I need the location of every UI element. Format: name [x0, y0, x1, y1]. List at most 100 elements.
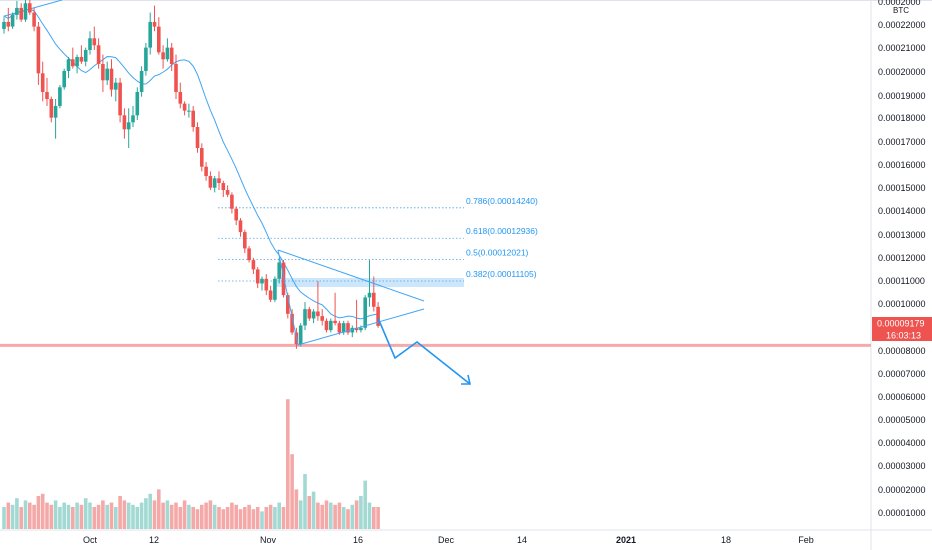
candle-body: [58, 87, 62, 106]
volume-bar: [268, 504, 273, 529]
candle-body: [221, 183, 226, 191]
projection-path[interactable]: [377, 317, 471, 385]
candle-body: [161, 52, 165, 60]
projection-arrow-line: [377, 317, 471, 385]
volume-bar: [367, 502, 372, 529]
volume-bar: [71, 507, 75, 529]
volume-bar: [277, 502, 281, 529]
time-tick-label: Feb: [798, 535, 814, 545]
candle-body: [148, 21, 152, 48]
volume-bar: [152, 500, 157, 529]
candle-body: [286, 295, 290, 314]
volume-bar: [311, 491, 316, 529]
last-price-badge: 0.00009179 16:03:13: [872, 317, 932, 341]
candle-body: [307, 309, 312, 319]
candle-body: [204, 166, 208, 177]
price-tick-label: 0.00001000: [878, 508, 926, 518]
candle-body: [354, 327, 359, 331]
volume-bar: [131, 504, 135, 529]
volume-bar: [75, 502, 79, 529]
volume-bar: [221, 509, 226, 529]
volume-bar: [169, 504, 174, 529]
moving-average: [2, 0, 379, 320]
candle-body: [157, 26, 161, 53]
volume-bar: [234, 504, 238, 529]
volume-bar: [238, 509, 243, 529]
volume-bar: [243, 507, 247, 529]
volume-bar: [19, 507, 23, 529]
candle-body: [277, 262, 281, 279]
price-tick-label: 0.00021000: [878, 43, 926, 53]
volume-bar: [2, 507, 6, 529]
price-tick-label: 0.00007000: [878, 369, 926, 379]
triangle-pattern[interactable]: [277, 249, 425, 346]
volume-bar: [157, 489, 161, 529]
volume-bar: [260, 511, 264, 529]
candle-body: [208, 176, 213, 188]
volume-bar: [122, 500, 127, 529]
price-tick-label: 0.00019000: [878, 91, 926, 101]
candle-body: [53, 105, 58, 118]
volume-bar: [329, 502, 333, 529]
candle-body: [200, 148, 204, 167]
volume-bar: [230, 502, 234, 529]
candle-body: [114, 82, 118, 90]
candle-body: [92, 38, 97, 46]
candle-body: [169, 47, 174, 64]
candle-body: [96, 45, 101, 64]
candle-body: [105, 68, 109, 81]
time-axis[interactable]: Oct 12 Nov 16 Dec 14 2021 18 Feb: [83, 535, 814, 545]
candle-body: [290, 313, 294, 333]
candle-body: [191, 110, 195, 128]
time-tick-label: 12: [149, 535, 159, 545]
price-axis[interactable]: 0.0002000 0.00022000 0.00021000 0.00020000 0…: [878, 0, 926, 518]
volume-bar: [40, 493, 45, 529]
volume-bar: [200, 504, 204, 529]
candle-body: [311, 311, 316, 319]
moving-average-line: [2, 0, 379, 320]
fibonacci-retracement[interactable]: 0.786(0.00014240) 0.618(0.00012936) 0.5(0.…: [218, 196, 538, 287]
candle-body: [32, 12, 36, 27]
last-price-label: 0.00009179: [877, 319, 925, 329]
fib-level-label: 0.618(0.00012936): [466, 226, 538, 236]
candle-body: [303, 309, 307, 326]
candle-body: [234, 208, 238, 221]
price-tick-label: 0.00016000: [878, 160, 926, 170]
candle-body: [139, 70, 144, 92]
volume-bar: [178, 507, 183, 529]
time-tick-label: Oct: [83, 535, 98, 545]
candle-body: [281, 262, 286, 296]
volume-bar: [58, 507, 62, 529]
price-tick-label: 0.00015000: [878, 183, 926, 193]
price-tick-label: 0.00011000: [878, 276, 925, 286]
price-tick-label: 0.00006000: [878, 392, 926, 402]
volume-bar: [23, 500, 28, 529]
time-tick-label: 16: [353, 535, 363, 545]
volume-bar: [204, 502, 208, 529]
candle-body: [101, 63, 105, 81]
volume-bar: [66, 504, 71, 529]
price-tick-label: 0.00018000: [878, 113, 926, 123]
candle-body: [2, 21, 6, 29]
volume-bar: [114, 507, 118, 529]
price-tick-label: 0.00013000: [878, 230, 926, 240]
candle-body: [144, 47, 148, 71]
candle-body: [376, 306, 380, 326]
volume-bar: [92, 507, 97, 529]
volume-bar: [53, 500, 58, 529]
candle-body: [247, 248, 251, 261]
candle-body: [243, 232, 247, 249]
volume-bar: [32, 504, 36, 529]
candle-body: [75, 56, 79, 67]
volume-bar: [212, 504, 217, 529]
candle-body: [346, 323, 350, 333]
volume-bar: [307, 496, 312, 529]
volume-bar: [36, 496, 41, 529]
volume-bar: [363, 480, 367, 529]
candle-body: [165, 47, 170, 60]
volume-bar: [28, 502, 32, 529]
volume-bar: [195, 509, 200, 529]
candle-body: [88, 38, 92, 50]
triangle-base-line: [277, 249, 299, 346]
